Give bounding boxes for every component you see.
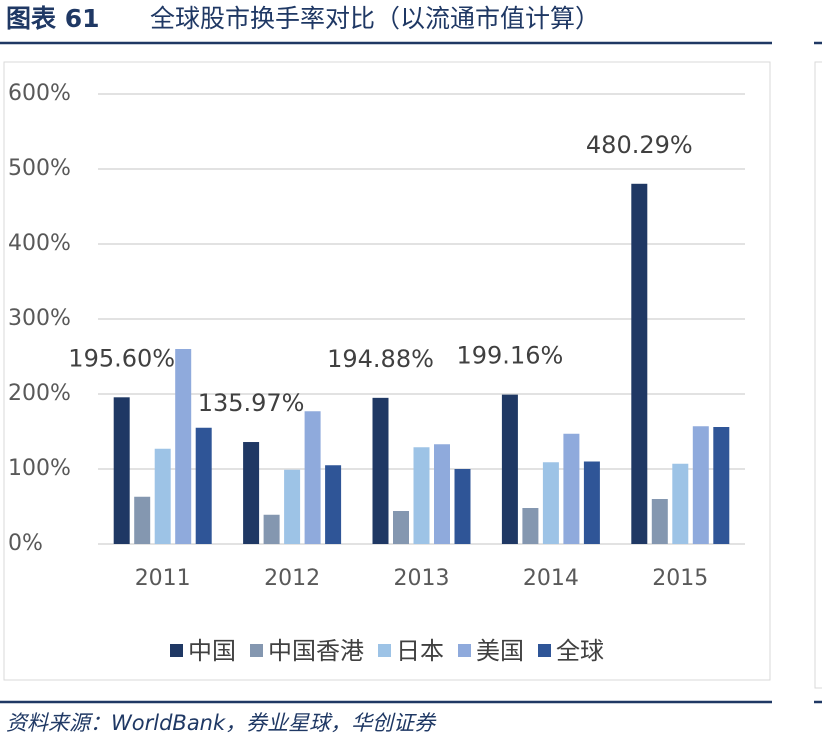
- legend-swatch: [458, 644, 471, 657]
- bar: [175, 349, 192, 544]
- bar: [413, 447, 430, 544]
- bar: [631, 183, 648, 544]
- bar: [284, 469, 301, 544]
- y-tick-label: 0%: [8, 531, 43, 556]
- y-tick-label: 600%: [8, 81, 71, 106]
- bar: [113, 397, 130, 544]
- data-label: 135.97%: [198, 389, 305, 417]
- legend-label: 美国: [476, 637, 524, 665]
- bar: [501, 394, 518, 544]
- figure-title: 全球股市换手率对比（以流通市值计算）: [150, 4, 600, 33]
- bar: [434, 444, 450, 544]
- chart-frame: [814, 61, 822, 689]
- y-tick-label: 400%: [8, 231, 71, 256]
- data-label: 194.88%: [327, 345, 434, 373]
- legend-label: 全球: [556, 637, 604, 665]
- legend-label: 中国: [188, 637, 236, 665]
- y-tick-label: 500%: [8, 156, 71, 181]
- bar: [393, 511, 409, 544]
- bar: [522, 508, 539, 544]
- y-tick-label: 200%: [8, 381, 71, 406]
- bar: [325, 465, 342, 544]
- bar: [243, 442, 260, 544]
- legend-label: 日本: [396, 637, 444, 665]
- source-note: 资料来源：WorldBank，券业星球，华创证券: [6, 711, 437, 735]
- bar: [134, 496, 151, 544]
- x-tick-label: 2013: [394, 566, 450, 591]
- y-tick-label: 100%: [8, 456, 71, 481]
- x-tick-label: 2012: [264, 566, 320, 591]
- x-tick-label: 2014: [523, 566, 579, 591]
- bar: [651, 499, 668, 544]
- data-label: 199.16%: [457, 342, 564, 370]
- legend-swatch: [170, 644, 183, 657]
- legend-swatch: [378, 644, 391, 657]
- bar: [304, 411, 321, 544]
- bar: [195, 427, 212, 544]
- bar: [583, 461, 600, 544]
- bar: [692, 426, 709, 544]
- chart-frame: [3, 61, 771, 681]
- legend-label: 中国香港: [268, 637, 364, 665]
- x-tick-label: 2011: [135, 566, 191, 591]
- bar: [563, 433, 580, 544]
- bar: [672, 463, 689, 544]
- x-tick-label: 2015: [652, 566, 708, 591]
- y-tick-label: 300%: [8, 306, 71, 331]
- legend-swatch: [250, 644, 263, 657]
- bar: [454, 469, 471, 544]
- bar: [713, 427, 730, 544]
- bar: [372, 397, 389, 544]
- data-label: 480.29%: [586, 131, 693, 159]
- figure-label: 图表 61: [6, 4, 100, 33]
- bar: [542, 462, 559, 544]
- data-label: 195.60%: [68, 344, 175, 372]
- legend-swatch: [538, 644, 551, 657]
- bar: [263, 514, 280, 544]
- bar: [154, 448, 171, 544]
